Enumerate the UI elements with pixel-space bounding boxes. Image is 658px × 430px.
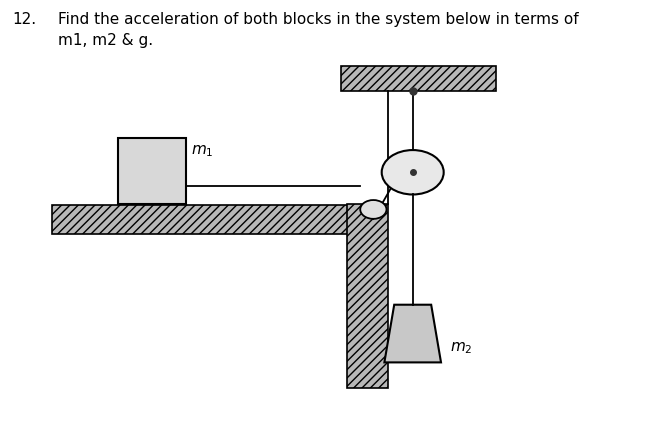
- Bar: [52, 205, 371, 234]
- Text: $m_1$: $m_1$: [191, 144, 214, 159]
- Bar: [118, 138, 186, 204]
- Bar: [341, 66, 496, 91]
- Text: Find the acceleration of both blocks in the system below in terms of
m1, m2 & g.: Find the acceleration of both blocks in …: [58, 12, 578, 48]
- Text: $m_2$: $m_2$: [450, 340, 472, 356]
- Bar: [347, 204, 388, 388]
- Circle shape: [360, 200, 386, 219]
- Circle shape: [382, 150, 443, 194]
- Polygon shape: [384, 305, 441, 362]
- Text: 12.: 12.: [12, 12, 36, 27]
